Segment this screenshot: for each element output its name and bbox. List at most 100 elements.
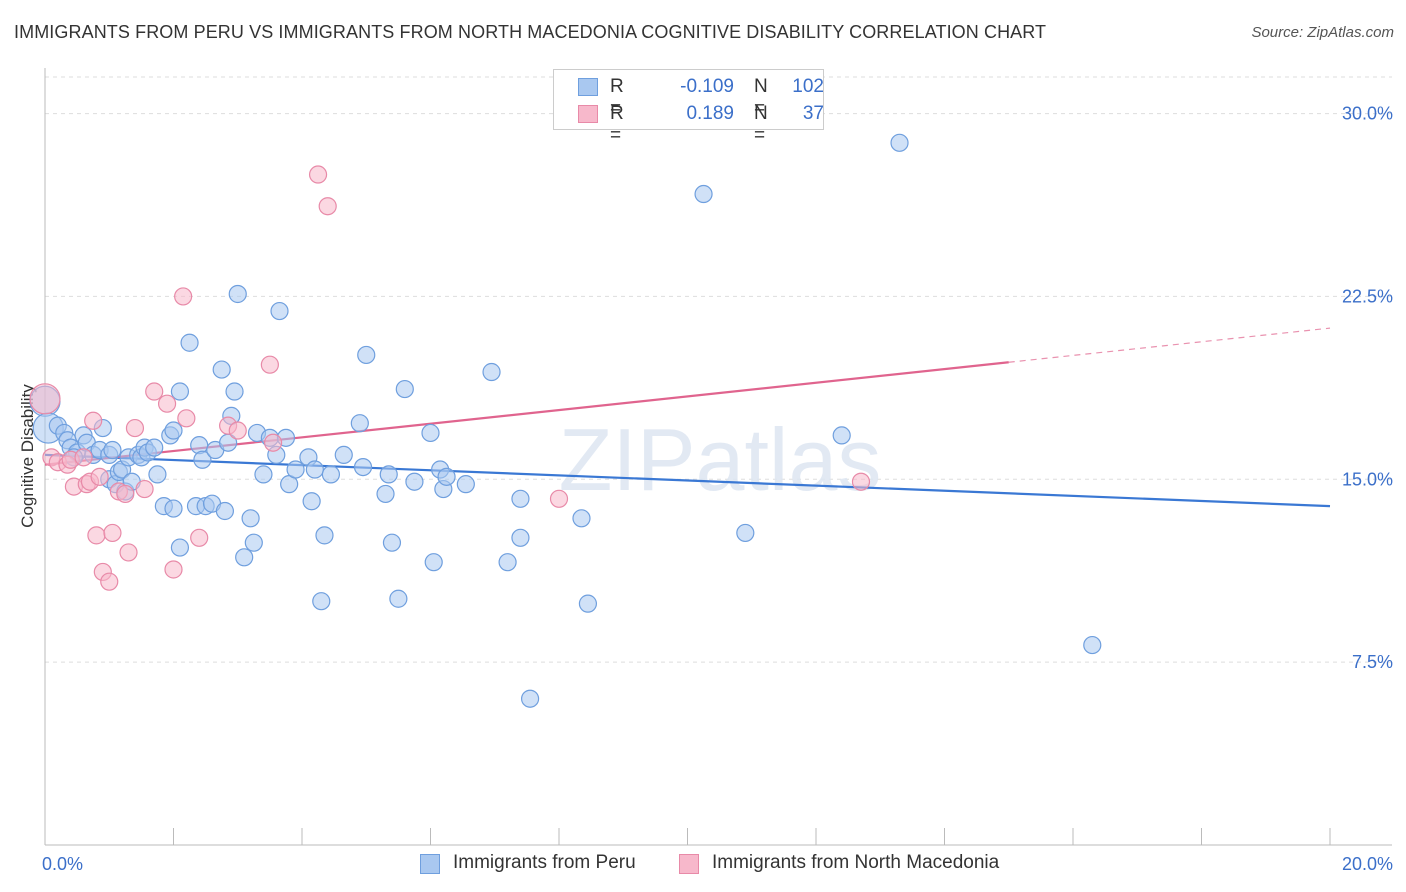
peru-point (190, 436, 209, 455)
legend-n-label: N = (754, 76, 768, 119)
north-macedonia-point (263, 433, 283, 452)
peru-point (225, 382, 244, 401)
peru-point (241, 509, 260, 528)
peru-point (511, 489, 530, 508)
peru-legend-label: Immigrants from Peru (453, 852, 636, 873)
peru-point (694, 184, 713, 204)
peru-point (315, 526, 334, 545)
data-points (29, 133, 1102, 708)
watermark: ZIPatlas (559, 410, 882, 509)
peru-point (244, 533, 263, 552)
peru-point (572, 509, 591, 528)
peru-point (511, 528, 530, 547)
peru-point (228, 284, 247, 304)
peru-point (578, 594, 598, 613)
legend-n-value: 37 (802, 103, 824, 124)
legend-n-value: 102 (792, 76, 824, 97)
north-macedonia-point (125, 418, 145, 438)
peru-swatch (578, 78, 598, 96)
peru-point (353, 457, 373, 477)
peru-point (145, 438, 164, 457)
peru-point (382, 533, 402, 552)
peru-point (312, 592, 331, 611)
peru-point (405, 472, 424, 491)
peru-point (357, 345, 376, 365)
north-macedonia-legend-label: Immigrants from North Macedonia (712, 852, 1000, 873)
y-tick-label: 15.0% (1342, 469, 1393, 489)
peru-point (164, 499, 183, 518)
peru-point (103, 440, 122, 460)
north-macedonia-point (116, 484, 135, 504)
peru-point (286, 460, 305, 479)
legend-r-label: R = (610, 76, 624, 119)
peru-point (1083, 635, 1102, 655)
y-tick-label: 30.0% (1342, 104, 1393, 124)
peru-point (456, 475, 475, 494)
y-tick-label: 22.5% (1342, 286, 1393, 306)
peru-trend-line (44, 453, 1331, 508)
peru-point (321, 465, 341, 484)
north-macedonia-point (157, 394, 177, 413)
peru-point (270, 301, 289, 321)
north-macedonia-point (228, 421, 247, 440)
north-macedonia-point (177, 409, 196, 428)
north-macedonia-trend-extension (1008, 327, 1331, 363)
north-macedonia-point (145, 382, 164, 401)
north-macedonia-point (119, 543, 138, 562)
peru-point (215, 501, 234, 521)
x-tick-label: 0.0% (42, 854, 83, 874)
north-macedonia-point (100, 572, 119, 591)
peru-point (379, 465, 398, 484)
peru-point (254, 465, 273, 484)
peru-point (170, 382, 190, 401)
peru-point (498, 553, 517, 572)
peru-point (421, 423, 440, 443)
north-macedonia-point (103, 523, 122, 543)
north-macedonia-point (164, 560, 183, 579)
peru-point (520, 689, 540, 708)
north-macedonia-swatch (578, 105, 598, 123)
source-label: Source: ZipAtlas.com (1251, 24, 1394, 41)
legend-r-value: 0.189 (686, 103, 734, 124)
north-macedonia-point (549, 489, 569, 508)
north-macedonia-point (318, 197, 337, 216)
peru-point (482, 362, 501, 382)
peru-point (350, 414, 369, 433)
peru-point (212, 360, 231, 379)
peru-point (376, 484, 395, 504)
north-macedonia-point (84, 411, 103, 430)
north-macedonia-point (29, 383, 61, 415)
peru-point (832, 426, 851, 445)
peru-point (395, 379, 414, 399)
north-macedonia-point (308, 165, 328, 184)
north-macedonia-point (90, 467, 109, 486)
chart-title: IMMIGRANTS FROM PERU VS IMMIGRANTS FROM … (14, 22, 1047, 42)
north-macedonia-point (87, 526, 106, 545)
north-macedonia-point (260, 355, 279, 374)
north-macedonia-point (190, 528, 209, 547)
peru-point (334, 445, 353, 465)
north-macedonia-point (74, 448, 93, 467)
north-macedonia-point (851, 472, 871, 491)
north-macedonia-point (174, 287, 193, 306)
peru-point (389, 589, 408, 608)
legend-n-label: N = (754, 103, 768, 146)
peru-point (164, 421, 183, 440)
peru-point (890, 133, 909, 152)
north-macedonia-legend-swatch (679, 854, 699, 874)
peru-point (424, 553, 443, 572)
legend-r-label: R = (610, 103, 624, 146)
stats-legend: R = -0.109 N = 102 R = 0.189 N = 37 (553, 69, 824, 146)
peru-point (302, 492, 321, 511)
x-tick-label: 20.0% (1342, 854, 1393, 874)
legend-r-value: -0.109 (680, 76, 734, 97)
peru-point (170, 538, 190, 557)
peru-legend-swatch (420, 854, 440, 874)
peru-point (437, 467, 456, 486)
peru-point (305, 460, 324, 479)
peru-point (193, 450, 212, 469)
north-macedonia-point (135, 479, 154, 499)
gridlines (45, 76, 1392, 663)
peru-point (235, 548, 254, 567)
